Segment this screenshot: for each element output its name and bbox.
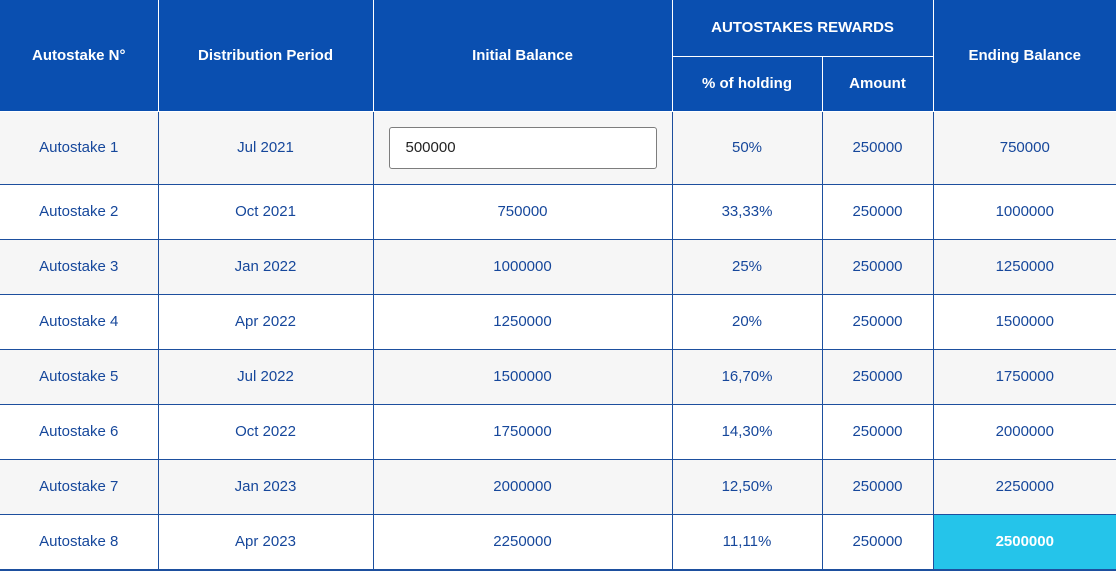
initial-balance-cell: 1500000	[372, 349, 673, 405]
header-percent-of-holding: % of holding	[671, 56, 823, 112]
amount-cell: 250000	[821, 514, 934, 571]
autostake-cell: Autostake 5	[0, 349, 159, 405]
header-autostakes-rewards: AUTOSTAKES REWARDS	[671, 0, 934, 57]
autostake-cell: Autostake 4	[0, 294, 159, 350]
initial-balance-cell	[372, 111, 673, 185]
header-autostake-number: Autostake N°	[0, 0, 159, 112]
initial-balance-cell: 1000000	[372, 239, 673, 295]
amount-cell: 250000	[821, 459, 934, 515]
ending-balance-cell: 1000000	[932, 184, 1116, 240]
percent-cell: 11,11%	[671, 514, 823, 571]
percent-cell: 33,33%	[671, 184, 823, 240]
ending-balance-cell: 750000	[932, 111, 1116, 185]
ending-balance-cell: 1500000	[932, 294, 1116, 350]
amount-cell: 250000	[821, 184, 934, 240]
table-row: Autostake 7 Jan 2023 2000000 12,50% 2500…	[0, 459, 1116, 515]
autostake-cell: Autostake 3	[0, 239, 159, 295]
table-row: Autostake 1 Jul 2021 50% 250000 750000	[0, 111, 1116, 185]
period-cell: Oct 2022	[157, 404, 374, 460]
percent-cell: 50%	[671, 111, 823, 185]
amount-cell: 250000	[821, 239, 934, 295]
initial-balance-input[interactable]	[388, 126, 657, 169]
period-cell: Jul 2021	[157, 111, 374, 185]
autostake-cell: Autostake 7	[0, 459, 159, 515]
period-cell: Jul 2022	[157, 349, 374, 405]
ending-balance-cell: 1250000	[932, 239, 1116, 295]
table-row: Autostake 4 Apr 2022 1250000 20% 250000 …	[0, 294, 1116, 350]
initial-balance-cell: 1250000	[372, 294, 673, 350]
table-body: Autostake 1 Jul 2021 50% 250000 750000 A…	[0, 111, 1116, 571]
final-ending-balance-cell: 2500000	[932, 514, 1116, 571]
ending-balance-cell: 2000000	[932, 404, 1116, 460]
autostake-cell: Autostake 8	[0, 514, 159, 571]
initial-balance-cell: 750000	[372, 184, 673, 240]
initial-balance-cell: 1750000	[372, 404, 673, 460]
percent-cell: 14,30%	[671, 404, 823, 460]
initial-balance-cell: 2250000	[372, 514, 673, 571]
header-initial-balance: Initial Balance	[372, 0, 673, 112]
table-row: Autostake 6 Oct 2022 1750000 14,30% 2500…	[0, 404, 1116, 460]
ending-balance-cell: 1750000	[932, 349, 1116, 405]
amount-cell: 250000	[821, 111, 934, 185]
period-cell: Apr 2023	[157, 514, 374, 571]
amount-cell: 250000	[821, 349, 934, 405]
autostake-cell: Autostake 6	[0, 404, 159, 460]
percent-cell: 16,70%	[671, 349, 823, 405]
ending-balance-cell: 2250000	[932, 459, 1116, 515]
table-row: Autostake 8 Apr 2023 2250000 11,11% 2500…	[0, 514, 1116, 571]
percent-cell: 25%	[671, 239, 823, 295]
amount-cell: 250000	[821, 404, 934, 460]
header-amount: Amount	[821, 56, 934, 112]
percent-cell: 20%	[671, 294, 823, 350]
autostake-cell: Autostake 1	[0, 111, 159, 185]
percent-cell: 12,50%	[671, 459, 823, 515]
period-cell: Jan 2022	[157, 239, 374, 295]
table-row: Autostake 5 Jul 2022 1500000 16,70% 2500…	[0, 349, 1116, 405]
period-cell: Jan 2023	[157, 459, 374, 515]
header-ending-balance: Ending Balance	[932, 0, 1116, 112]
period-cell: Apr 2022	[157, 294, 374, 350]
autostake-cell: Autostake 2	[0, 184, 159, 240]
table-row: Autostake 3 Jan 2022 1000000 25% 250000 …	[0, 239, 1116, 295]
amount-cell: 250000	[821, 294, 934, 350]
table-header: Autostake N° Distribution Period Initial…	[0, 0, 1116, 112]
period-cell: Oct 2021	[157, 184, 374, 240]
initial-balance-cell: 2000000	[372, 459, 673, 515]
header-distribution-period: Distribution Period	[157, 0, 374, 112]
table-row: Autostake 2 Oct 2021 750000 33,33% 25000…	[0, 184, 1116, 240]
